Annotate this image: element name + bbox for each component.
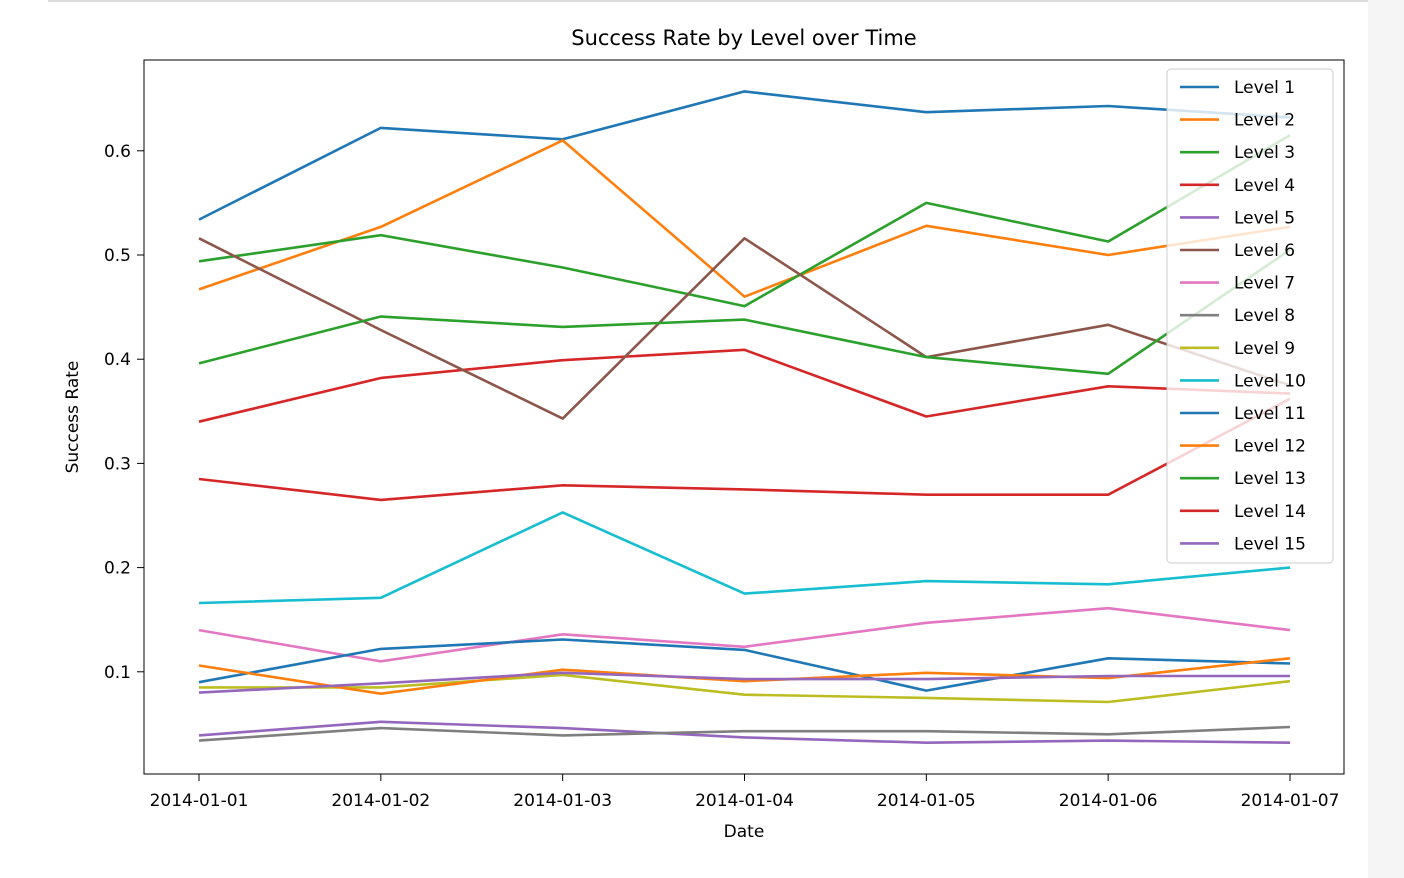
y-tick-label: 0.4 — [104, 350, 131, 370]
legend-label-level-1: Level 1 — [1234, 78, 1295, 98]
legend: Level 1 Level 2 Level 3 Level 4 Level 5 Level… — [1166, 68, 1334, 564]
y-tick-label: 0.6 — [104, 142, 131, 162]
legend-label-level-2: Level 2 — [1234, 111, 1295, 131]
legend-label-level-6: Level 6 — [1234, 241, 1295, 261]
legend-label-level-5: Level 5 — [1234, 208, 1295, 228]
legend-label-level-7: Level 7 — [1234, 274, 1295, 294]
series-line-level-4 — [198, 348, 1291, 423]
series-line-level-13 — [198, 248, 1291, 376]
legend-label-level-13: Level 13 — [1234, 469, 1306, 489]
x-tick-label: 2014-01-05 — [877, 791, 976, 811]
legend-label-level-3: Level 3 — [1234, 143, 1295, 163]
legend-label-level-10: Level 10 — [1234, 371, 1306, 391]
x-tick-label: 2014-01-02 — [331, 791, 430, 811]
series-line-level-1 — [198, 90, 1291, 221]
y-tick-label: 0.5 — [104, 246, 131, 266]
series-line-level-7 — [198, 606, 1291, 663]
series-line-level-15 — [198, 671, 1290, 694]
legend-label-level-12: Level 12 — [1234, 437, 1306, 457]
x-tick-label: 2014-01-01 — [150, 791, 249, 811]
y-tick-label: 0.1 — [104, 663, 131, 683]
series-line-level-6 — [198, 237, 1291, 420]
series-line-level-2 — [198, 139, 1291, 299]
series-line-level-3 — [198, 134, 1291, 308]
x-axis-label: Date — [724, 822, 765, 842]
series-line-level-10 — [198, 511, 1291, 605]
series-line-level-11 — [198, 638, 1291, 692]
x-tick-label: 2014-01-03 — [513, 791, 612, 811]
x-tick-label: 2014-01-06 — [1059, 791, 1158, 811]
x-axis-ticks: 2014-01-01 2014-01-02 2014-01-03 2014-01-04… — [150, 774, 1340, 811]
series-line-level-14 — [198, 397, 1291, 502]
legend-label-level-4: Level 4 — [1234, 176, 1295, 196]
series-layer — [198, 90, 1291, 745]
plot-area — [143, 59, 1345, 775]
series-line-level-12 — [198, 657, 1291, 696]
chart-title: Success Rate by Level over Time — [571, 26, 916, 50]
legend-box — [1166, 68, 1334, 564]
legend-label-level-9: Level 9 — [1234, 339, 1295, 359]
legend-label-level-11: Level 11 — [1234, 404, 1306, 424]
line-chart: 2014-01-01 2014-01-02 2014-01-03 2014-01-04… — [63, 26, 1345, 842]
y-tick-label: 0.2 — [104, 559, 131, 579]
legend-label-level-8: Level 8 — [1234, 306, 1295, 326]
legend-label-level-14: Level 14 — [1234, 502, 1306, 522]
top-divider — [48, 0, 1368, 2]
legend-label-level-15: Level 15 — [1234, 534, 1306, 554]
right-scroll-panel — [1368, 0, 1404, 878]
y-axis-label: Success Rate — [63, 361, 83, 474]
x-tick-label: 2014-01-04 — [695, 791, 794, 811]
series-line-level-5 — [198, 720, 1291, 745]
series-line-level-8 — [198, 725, 1291, 742]
series-line-level-9 — [199, 673, 1291, 704]
x-tick-label: 2014-01-07 — [1241, 791, 1340, 811]
y-axis-ticks: 0.1 0.2 0.3 0.4 0.5 0.6 — [104, 142, 144, 683]
y-tick-label: 0.3 — [104, 454, 131, 474]
